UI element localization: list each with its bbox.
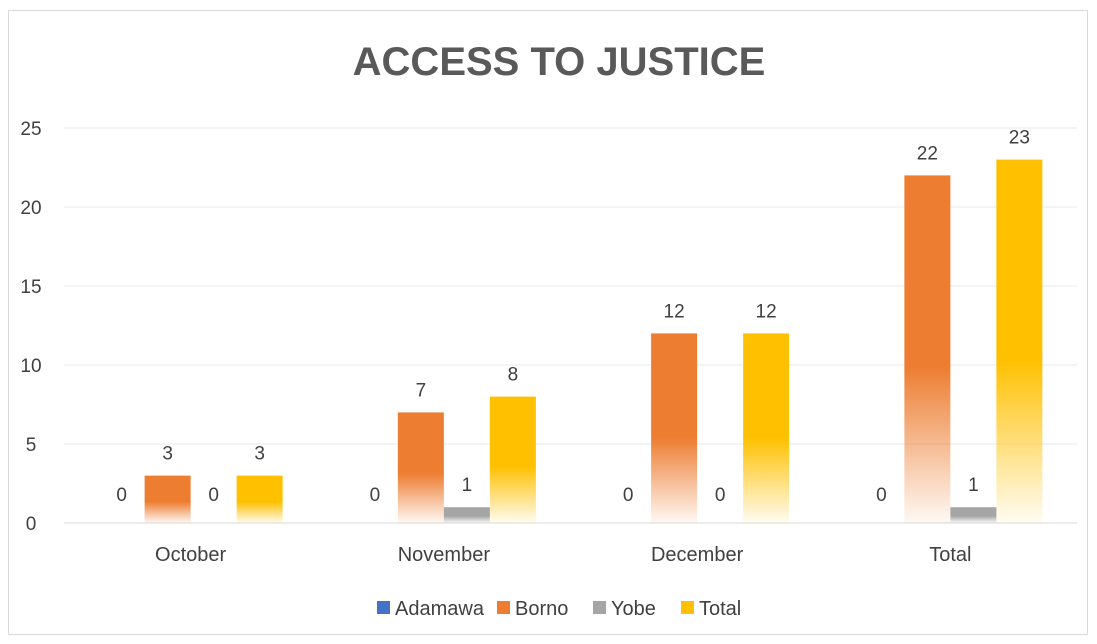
y-tick-label: 15 bbox=[20, 277, 41, 298]
bar-total-total bbox=[996, 159, 1043, 523]
chart-frame: ACCESS TO JUSTICE 0 5 10 15 20 25 0 3 0 3 0 7 1 8 0 12… bbox=[8, 10, 1088, 635]
data-label: 8 bbox=[508, 365, 519, 386]
data-label: 12 bbox=[664, 301, 685, 322]
legend-label-adamawa: Adamawa bbox=[395, 598, 485, 620]
data-label: 7 bbox=[416, 380, 427, 401]
bar-borno-november bbox=[397, 412, 444, 523]
bar-total-october bbox=[236, 475, 283, 523]
x-axis: October November December Total bbox=[155, 544, 971, 566]
data-label: 0 bbox=[876, 485, 887, 506]
x-category-label: Total bbox=[929, 544, 971, 566]
y-tick-label: 5 bbox=[26, 435, 37, 456]
data-labels: 0 3 0 3 0 7 1 8 0 12 0 12 0 22 1 23 bbox=[116, 128, 1030, 506]
x-category-label: November bbox=[398, 544, 491, 566]
bar-borno-december bbox=[651, 333, 698, 523]
data-label: 23 bbox=[1009, 128, 1030, 149]
bar-total-december bbox=[743, 333, 790, 523]
data-label: 12 bbox=[756, 301, 777, 322]
bar-yobe-november bbox=[443, 507, 490, 523]
legend-label-total: Total bbox=[699, 598, 741, 620]
data-label: 0 bbox=[370, 485, 381, 506]
legend-label-borno: Borno bbox=[515, 598, 568, 620]
data-label: 3 bbox=[254, 444, 265, 465]
legend-swatch-borno bbox=[497, 601, 510, 614]
y-tick-label: 25 bbox=[20, 119, 41, 140]
y-tick-label: 20 bbox=[20, 198, 41, 219]
bars bbox=[144, 159, 1043, 523]
y-tick-label: 10 bbox=[20, 356, 41, 377]
x-category-label: October bbox=[155, 544, 226, 566]
y-tick-label: 0 bbox=[26, 514, 37, 535]
data-label: 0 bbox=[623, 485, 634, 506]
data-label: 22 bbox=[917, 143, 938, 164]
bar-yobe-total bbox=[950, 507, 997, 523]
legend-swatch-total bbox=[681, 601, 694, 614]
data-label: 0 bbox=[116, 485, 127, 506]
legend-swatch-yobe bbox=[593, 601, 606, 614]
bar-borno-total bbox=[904, 175, 951, 523]
y-axis: 0 5 10 15 20 25 bbox=[20, 119, 41, 535]
x-category-label: December bbox=[651, 544, 744, 566]
legend-label-yobe: Yobe bbox=[611, 598, 656, 620]
data-label: 0 bbox=[208, 485, 219, 506]
bar-total-november bbox=[489, 396, 536, 523]
legend: Adamawa Borno Yobe Total bbox=[377, 598, 741, 620]
data-label: 1 bbox=[462, 475, 473, 496]
data-label: 0 bbox=[715, 485, 726, 506]
chart-title: ACCESS TO JUSTICE bbox=[353, 40, 766, 84]
data-label: 3 bbox=[162, 444, 173, 465]
data-label: 1 bbox=[968, 475, 979, 496]
bar-borno-october bbox=[144, 475, 191, 523]
legend-swatch-adamawa bbox=[377, 601, 390, 614]
